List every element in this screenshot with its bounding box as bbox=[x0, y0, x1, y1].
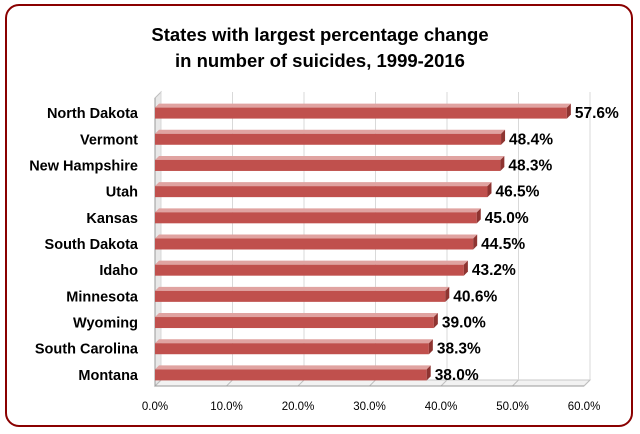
gridline-floor bbox=[154, 379, 162, 387]
gridline-floor bbox=[583, 379, 591, 387]
bar bbox=[155, 343, 429, 355]
bar bbox=[155, 317, 434, 329]
bar bbox=[155, 264, 464, 276]
category-label: Wyoming bbox=[73, 316, 138, 332]
bar-end bbox=[487, 182, 492, 198]
bar-top bbox=[155, 260, 468, 265]
x-tick-label: 40.0% bbox=[425, 401, 458, 413]
bar-end bbox=[476, 208, 481, 224]
bar bbox=[155, 133, 502, 145]
gridline-floor bbox=[369, 379, 376, 387]
value-label: 40.6% bbox=[453, 288, 497, 305]
value-label: 48.4% bbox=[509, 131, 553, 148]
bar bbox=[155, 290, 446, 302]
bar-end bbox=[445, 286, 450, 302]
chart-title-line-1: States with largest percentage change bbox=[151, 24, 489, 45]
bar-top bbox=[155, 155, 505, 160]
bar-end bbox=[433, 313, 438, 329]
bar-end bbox=[566, 103, 571, 119]
category-label: South Dakota bbox=[45, 237, 139, 253]
category-label: North Dakota bbox=[47, 106, 139, 122]
chart-title: States with largest percentage change in… bbox=[40, 22, 600, 74]
bar-end bbox=[473, 234, 478, 250]
bar-top bbox=[155, 339, 433, 344]
gridline-floor bbox=[297, 379, 305, 387]
category-label: New Hampshire bbox=[29, 158, 138, 174]
gridline-floor bbox=[226, 379, 233, 387]
bar bbox=[155, 159, 501, 171]
value-label: 43.2% bbox=[472, 262, 516, 279]
bar bbox=[155, 238, 474, 250]
chart-title-line-2: in number of suicides, 1999-2016 bbox=[175, 50, 465, 71]
bar-top bbox=[155, 234, 478, 239]
category-label: Montana bbox=[78, 368, 139, 384]
category-label: South Carolina bbox=[35, 342, 139, 358]
bar-end bbox=[463, 260, 468, 276]
gridline-floor bbox=[512, 379, 519, 387]
bar-top bbox=[155, 365, 431, 370]
bar-end bbox=[426, 365, 431, 381]
gridline-floor bbox=[440, 379, 448, 387]
bar-top bbox=[155, 313, 438, 318]
category-label: Vermont bbox=[80, 132, 138, 148]
bar-end bbox=[500, 155, 505, 171]
bar bbox=[155, 186, 488, 198]
bar bbox=[155, 107, 567, 119]
category-label: Idaho bbox=[99, 263, 138, 279]
x-tick-label: 30.0% bbox=[353, 401, 386, 413]
bar bbox=[155, 212, 477, 224]
value-label: 39.0% bbox=[442, 315, 486, 332]
category-label: Utah bbox=[106, 185, 138, 201]
value-label: 57.6% bbox=[575, 105, 619, 122]
category-label: Minnesota bbox=[66, 289, 139, 305]
value-label: 45.0% bbox=[485, 210, 529, 227]
x-tick-label: 50.0% bbox=[496, 401, 529, 413]
bar-top bbox=[155, 103, 571, 108]
value-label: 38.3% bbox=[437, 341, 481, 358]
value-label: 38.0% bbox=[435, 367, 479, 384]
x-tick-label: 10.0% bbox=[210, 401, 243, 413]
bar-top bbox=[155, 129, 506, 134]
value-label: 46.5% bbox=[495, 184, 539, 201]
bar-end bbox=[428, 339, 433, 355]
bar-top bbox=[155, 208, 481, 213]
x-tick-label: 20.0% bbox=[282, 401, 315, 413]
bar-top bbox=[155, 182, 492, 187]
value-label: 44.5% bbox=[481, 236, 525, 253]
bar bbox=[155, 369, 427, 381]
bar-end bbox=[501, 129, 506, 145]
bar-top bbox=[155, 286, 450, 291]
category-label: Kansas bbox=[86, 211, 138, 227]
x-tick-label: 0.0% bbox=[142, 401, 168, 413]
value-label: 48.3% bbox=[508, 157, 552, 174]
x-tick-label: 60.0% bbox=[568, 401, 601, 413]
